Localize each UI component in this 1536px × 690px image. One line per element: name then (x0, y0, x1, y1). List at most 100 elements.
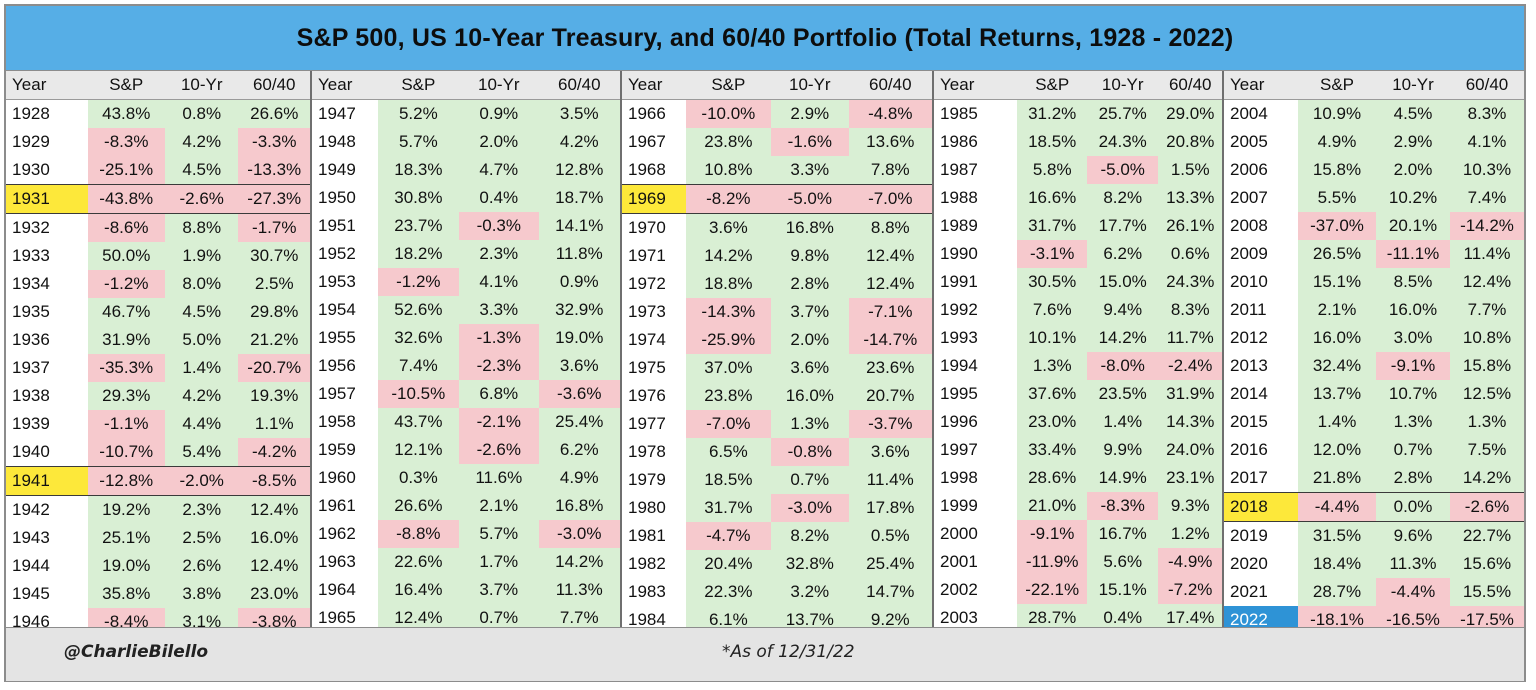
return-cell: 13.6% (848, 128, 932, 156)
year-cell: 1969 (622, 185, 686, 213)
return-cell: 2.6% (164, 552, 239, 580)
return-cell: -25.1% (87, 156, 165, 184)
return-cell: 52.6% (377, 296, 460, 324)
table-row: 1980 31.7% -3.0% 17.8% (622, 494, 932, 522)
year-cell: 1979 (622, 466, 686, 494)
year-cell: 1976 (622, 382, 686, 410)
return-cell: -8.8% (377, 520, 460, 548)
year-cell: 1974 (622, 326, 686, 354)
return-cell: -11.1% (1376, 240, 1450, 268)
return-cell: 33.4% (1017, 436, 1087, 464)
year-cell: 1985 (934, 100, 1018, 128)
return-cell: 3.5% (538, 100, 620, 128)
return-cell: -2.6% (1450, 493, 1524, 521)
return-cell: 3.3% (771, 156, 849, 184)
table-row: 1970 3.6% 16.8% 8.8% (622, 214, 932, 242)
return-cell: 46.7% (87, 298, 165, 326)
return-cell: 14.2% (1450, 464, 1524, 492)
returns-table: Year S&P 10-Yr 60/40 1928 43.8% 0.8% 26.6% 1929-… (6, 71, 1524, 636)
year-cell: 1999 (934, 492, 1018, 520)
column-header: 60/40 (557, 75, 601, 94)
return-cell: 23.5% (1086, 380, 1159, 408)
table-row: 1972 18.8% 2.8% 12.4% (622, 270, 932, 298)
table-row: 1985 31.2% 25.7% 29.0% (934, 100, 1222, 128)
return-cell: 0.7% (771, 466, 849, 494)
return-cell: -1.2% (87, 270, 165, 298)
table-block-2: Year S&P 10-Yr 60/40 1947 5.2% 0.9% 3.5% 1948 5.7… (312, 71, 622, 632)
table-row: 1934 -1.2% 8.0% 2.5% (6, 270, 310, 298)
table-block-5: Year S&P 10-Yr 60/40 2004 10.9% 4.5% 8.3% 2005 4.… (1224, 71, 1524, 634)
return-cell: 19.0% (538, 324, 620, 352)
table-row: 1945 35.8% 3.8% 23.0% (6, 580, 310, 608)
year-cell: 1996 (934, 408, 1018, 436)
return-cell: 6.5% (685, 438, 772, 466)
author-credit: @CharlieBilello (64, 642, 209, 662)
return-cell: -4.2% (238, 438, 310, 466)
table-row: 2016 12.0% 0.7% 7.5% (1224, 436, 1524, 464)
return-cell: 18.2% (377, 240, 460, 268)
return-cell: 26.1% (1158, 212, 1222, 240)
year-cell: 1949 (312, 156, 378, 184)
table-row: 2010 15.1% 8.5% 12.4% (1224, 268, 1524, 296)
return-cell: 2.9% (771, 100, 849, 128)
return-cell: 25.1% (87, 524, 165, 552)
table-row: 1949 18.3% 4.7% 12.8% (312, 156, 620, 184)
year-cell: 1972 (622, 270, 686, 298)
return-cell: 24.3% (1086, 128, 1159, 156)
return-cell: 10.8% (1450, 324, 1524, 352)
return-cell: 31.5% (1298, 522, 1376, 550)
return-cell: 14.1% (538, 212, 620, 240)
return-cell: -8.3% (1086, 492, 1159, 520)
return-cell: 11.3% (538, 576, 620, 604)
table-row: 1931 -43.8% -2.6% -27.3% (6, 184, 310, 214)
return-cell: 43.7% (377, 408, 460, 436)
return-cell: 32.9% (538, 296, 620, 324)
year-cell: 2001 (934, 548, 1018, 576)
return-cell: 17.8% (848, 494, 932, 522)
return-cell: 10.1% (1017, 324, 1087, 352)
year-cell: 1944 (6, 552, 88, 580)
return-cell: -27.3% (238, 185, 310, 213)
table-row: 1999 21.0% -8.3% 9.3% (934, 492, 1222, 520)
return-cell: 11.3% (1376, 550, 1450, 578)
chart-frame: S&P 500, US 10-Year Treasury, and 60/40 … (4, 4, 1526, 682)
year-cell: 1942 (6, 496, 88, 524)
year-cell: 1929 (6, 128, 88, 156)
year-cell: 1987 (934, 156, 1018, 184)
year-cell: 1967 (622, 128, 686, 156)
return-cell: 2.3% (459, 240, 539, 268)
return-cell: 7.8% (848, 156, 932, 184)
table-row: 1993 10.1% 14.2% 11.7% (934, 324, 1222, 352)
return-cell: 26.6% (238, 100, 310, 128)
table-row: 1942 19.2% 2.3% 12.4% (6, 496, 310, 524)
table-row: 1953 -1.2% 4.1% 0.9% (312, 268, 620, 296)
return-cell: 3.2% (771, 578, 849, 606)
year-cell: 1945 (6, 580, 88, 608)
return-cell: 24.0% (1158, 436, 1222, 464)
chart-title: S&P 500, US 10-Year Treasury, and 60/40 … (6, 6, 1524, 71)
return-cell: 37.0% (685, 354, 772, 382)
year-cell: 1951 (312, 212, 378, 240)
return-cell: -43.8% (87, 185, 165, 213)
return-cell: 1.3% (1017, 352, 1087, 380)
return-cell: 7.4% (377, 352, 460, 380)
table-row: 1963 22.6% 1.7% 14.2% (312, 548, 620, 576)
return-cell: 23.7% (377, 212, 460, 240)
column-header: Year (628, 75, 663, 94)
return-cell: 0.3% (377, 464, 460, 492)
return-cell: 7.4% (1450, 184, 1524, 212)
return-cell: -10.7% (87, 438, 165, 466)
table-row: 1966 -10.0% 2.9% -4.8% (622, 100, 932, 128)
return-cell: 15.8% (1298, 156, 1376, 184)
return-cell: 2.3% (164, 496, 239, 524)
year-cell: 2005 (1224, 128, 1298, 156)
year-cell: 2004 (1224, 100, 1298, 128)
return-cell: 2.5% (238, 270, 310, 298)
year-cell: 1958 (312, 408, 378, 436)
table-row: 1935 46.7% 4.5% 29.8% (6, 298, 310, 326)
table-row: 1991 30.5% 15.0% 24.3% (934, 268, 1222, 296)
return-cell: 15.0% (1086, 268, 1159, 296)
year-cell: 1971 (622, 242, 686, 270)
return-cell: 31.2% (1017, 100, 1087, 128)
header-row: Year S&P 10-Yr 60/40 (312, 71, 620, 100)
